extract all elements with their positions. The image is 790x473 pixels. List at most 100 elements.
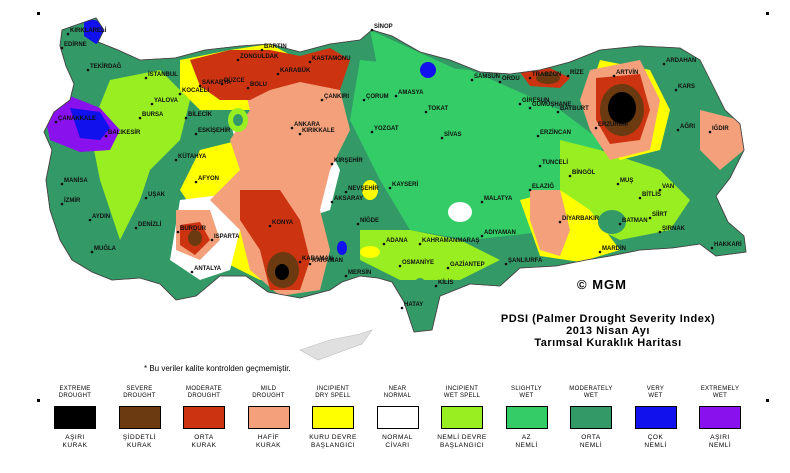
legend-english-line-2: DROUGHT [58, 393, 92, 399]
legend-turkish-label: ORTA KURAK [177, 434, 231, 450]
city-label: BATMAN [622, 218, 648, 224]
city-marker [370, 28, 374, 32]
city-label: MUŞ [620, 178, 633, 184]
city-label: KAHRAMANMARAŞ [422, 238, 479, 244]
legend-item: SLIGHTLY WET AZ NEMLİ [500, 386, 554, 450]
city-label: ÇANKIRI [324, 94, 349, 100]
legend-turkish-label: AŞIRI KURAK [48, 434, 102, 450]
zone-extreme-drought-ne [608, 92, 636, 124]
legend-item: INCIPIENT DRY SPELL KURU DEVRE BAŞLANGICI [306, 386, 360, 450]
city-label: ANKARA [294, 122, 321, 128]
city-marker [210, 238, 214, 242]
zone-mild-drought-far-east [700, 110, 744, 170]
map-title-line-3: Tarımsal Kuraklık Haritası [534, 337, 682, 349]
city-marker [398, 264, 402, 268]
city-marker [710, 246, 714, 250]
pdsi-zones [44, 18, 744, 322]
legend-turkish-line-2: NEMLİ [708, 442, 732, 449]
city-label: RİZE [570, 69, 584, 76]
city-marker [434, 284, 438, 288]
city-label: GÜMÜŞHANE [532, 101, 571, 108]
city-marker [144, 76, 148, 80]
legend-swatch [54, 406, 96, 429]
city-marker [370, 130, 374, 134]
city-label: GAZİANTEP [450, 261, 485, 268]
city-marker [344, 190, 348, 194]
city-label: SİVAS [444, 131, 462, 138]
zone-very-wet-aksaray [337, 241, 347, 255]
city-marker [658, 230, 662, 234]
city-label: KASTAMONU [312, 56, 351, 62]
city-label: ŞIRNAK [662, 226, 686, 232]
city-label: BAYBURT [560, 106, 589, 112]
city-marker [88, 218, 92, 222]
city-marker [178, 92, 182, 96]
legend-swatch [441, 406, 483, 429]
city-label: ARDAHAN [666, 58, 696, 64]
legend-swatch [505, 406, 548, 429]
legend-english-line-1: EXTREME [59, 386, 91, 392]
city-marker [184, 116, 188, 120]
city-label: EDİRNE [64, 41, 87, 48]
city-label: NEVŞEHİR [348, 185, 379, 192]
legend-turkish-line-1: ORTA [194, 434, 214, 441]
legend-english-label: VERY WET [629, 386, 683, 402]
legend-item: SEVERE DROUGHT ŞİDDETLİ KURAK [113, 386, 167, 450]
city-label: KONYA [272, 220, 294, 226]
legend-english-line-1: INCIPIENT [316, 386, 350, 392]
city-marker [298, 132, 302, 136]
zone-wet-kocaeli-inner [233, 114, 243, 126]
city-marker [446, 266, 450, 270]
city-marker [498, 80, 502, 84]
legend-turkish-label: ÇOK NEMLİ [629, 434, 683, 450]
city-marker [144, 196, 148, 200]
city-marker [60, 202, 64, 206]
city-label: KOCAELİ [182, 87, 209, 94]
city-label: KARS [678, 84, 695, 90]
zone-severe-drought-trabzon [536, 72, 560, 84]
legend-swatch [570, 406, 612, 429]
city-marker [276, 72, 280, 76]
legend-turkish-line-2: NEMLİ [579, 442, 603, 449]
city-label: ÇANAKKALE [58, 116, 96, 122]
turkey-coastline [43, 17, 747, 333]
legend-turkish-label: ORTA NEMLİ [564, 434, 618, 450]
city-marker [246, 86, 250, 90]
city-marker [658, 188, 662, 192]
city-label: ADIYAMAN [484, 230, 516, 236]
city-label: BALIKESİR [108, 129, 141, 136]
legend-english-line-1: SEVERE [126, 386, 153, 392]
city-label: DENİZLİ [138, 221, 162, 228]
city-marker [708, 130, 712, 134]
city-marker [308, 262, 312, 266]
legend-english-label: EXTREMELY WET [693, 386, 747, 402]
city-label: KARAMAN [312, 258, 343, 264]
city-marker [236, 58, 240, 62]
city-marker [418, 242, 422, 246]
zone-incipient-wet-west [90, 70, 190, 240]
city-marker [150, 102, 154, 106]
city-label: ORDU [502, 76, 520, 82]
legend-turkish-line-1: ORTA [581, 434, 601, 441]
city-marker [190, 270, 194, 274]
city-label: HATAY [404, 302, 423, 308]
city-label: KIRŞEHİR [334, 157, 363, 164]
city-label: MALATYA [484, 196, 513, 202]
city-marker [568, 174, 572, 178]
city-marker [518, 102, 522, 106]
city-label: ARTVİN [616, 69, 638, 76]
legend-item: MODERATELY WET ORTA NEMLİ [564, 386, 618, 450]
legend-turkish-line-2: KURAK [127, 442, 152, 449]
city-marker [528, 76, 532, 80]
city-label: KIRIKKALE [302, 128, 335, 134]
zone-severe-drought-sw [188, 230, 202, 246]
zone-very-wet-samsun [420, 62, 436, 78]
legend-turkish-line-2: NEMLİ [644, 442, 667, 449]
legend-turkish-label: ŞİDDETLİ KURAK [113, 434, 167, 450]
legend-english-line-2: DRY SPELL [315, 393, 351, 399]
corner-mark [37, 12, 40, 15]
city-marker [356, 222, 360, 226]
cyprus-shape [299, 329, 373, 361]
map-title-line-2: 2013 Nisan Ayı [566, 325, 650, 337]
city-marker [470, 78, 474, 82]
